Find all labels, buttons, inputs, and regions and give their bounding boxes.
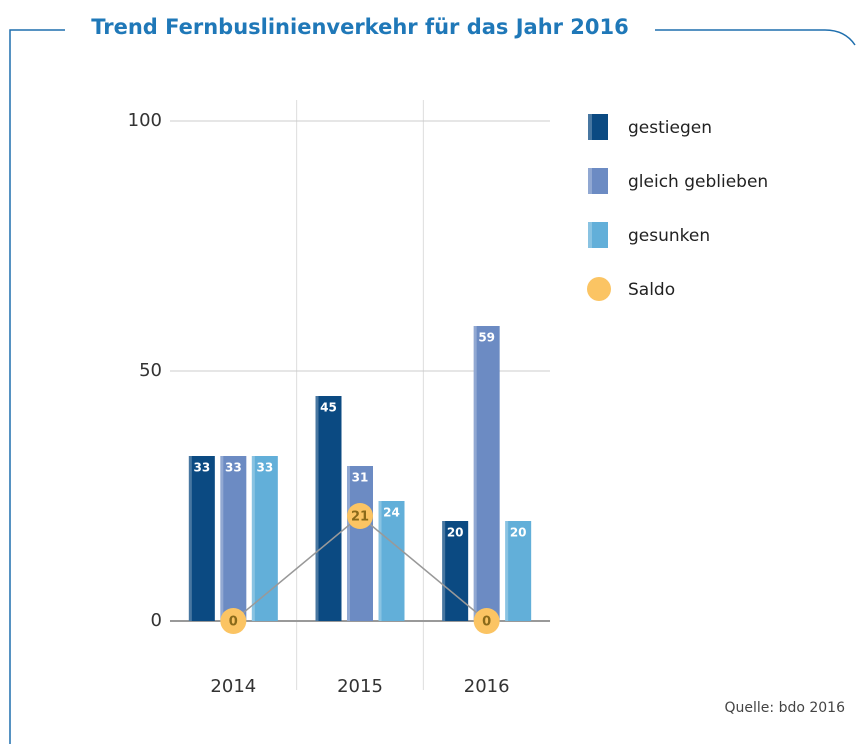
y-tick-label: 0 xyxy=(151,610,162,631)
bar xyxy=(220,456,247,621)
bar xyxy=(188,456,215,621)
frame xyxy=(655,29,856,46)
bar-shade xyxy=(188,456,192,621)
line-point xyxy=(220,608,247,634)
bar-shade xyxy=(347,466,350,621)
legend-label: Saldo xyxy=(628,280,675,300)
bar xyxy=(378,501,405,621)
x-tick-label: 2014 xyxy=(210,676,256,697)
chart-title: Trend Fernbuslinienverkehr für das Jahr … xyxy=(91,15,629,39)
value-label: 59 xyxy=(478,331,495,345)
legend-label: gleich geblieben xyxy=(628,172,768,192)
x-tick-label: 2016 xyxy=(464,676,510,697)
source: Quelle: bdo 2016 xyxy=(725,700,846,716)
value-label: 33 xyxy=(225,461,242,475)
legend-swatch-shade xyxy=(588,222,592,248)
legend-swatch xyxy=(588,168,608,194)
bar xyxy=(315,396,342,621)
y-tick-label: 100 xyxy=(128,110,162,131)
legend-label: gesunken xyxy=(628,226,710,246)
legend-swatch-shade xyxy=(588,114,592,140)
bar xyxy=(473,326,500,621)
bar-shade xyxy=(442,521,446,621)
line-point xyxy=(347,503,373,529)
bar xyxy=(505,521,532,621)
frame xyxy=(9,29,65,744)
bar xyxy=(251,456,278,621)
bar xyxy=(347,466,373,621)
value-label: 31 xyxy=(352,471,369,485)
value-label: 45 xyxy=(320,401,337,415)
line-point xyxy=(473,608,500,634)
legend-swatch-shade xyxy=(588,168,592,194)
value-label: 33 xyxy=(256,461,273,475)
value-label: 20 xyxy=(510,526,527,540)
value-label: 0 xyxy=(482,615,491,630)
y-tick-label: 50 xyxy=(139,360,162,381)
bar-shade xyxy=(473,326,477,621)
legend-swatch xyxy=(588,222,608,248)
x-tick-label: 2015 xyxy=(337,676,383,697)
bar xyxy=(442,521,469,621)
legend-swatch xyxy=(588,114,608,140)
bar-shade xyxy=(220,456,224,621)
value-label: 21 xyxy=(351,510,369,525)
value-label: 20 xyxy=(447,526,464,540)
legend-label: gestiegen xyxy=(628,118,712,138)
bar-shade xyxy=(505,521,509,621)
legend-swatch xyxy=(587,277,611,301)
value-label: 33 xyxy=(193,461,210,475)
bar-shade xyxy=(315,396,319,621)
value-label: 24 xyxy=(383,506,400,520)
value-label: 0 xyxy=(229,615,238,630)
bar-shade xyxy=(251,456,255,621)
bar-shade xyxy=(378,501,382,621)
